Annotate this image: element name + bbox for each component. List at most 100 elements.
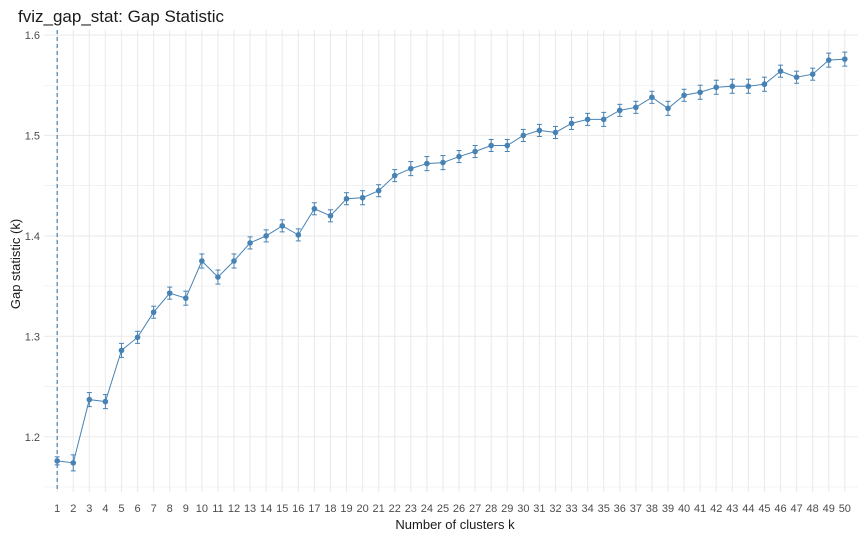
x-tick-label: 49 <box>823 503 835 515</box>
data-point <box>134 334 141 341</box>
data-point <box>809 71 816 77</box>
x-tick-label: 31 <box>533 503 545 515</box>
data-point <box>279 223 286 229</box>
series-line <box>57 58 845 464</box>
x-tick-label: 33 <box>565 503 577 515</box>
x-tick-label: 32 <box>549 503 561 515</box>
data-point <box>793 74 800 81</box>
data-point <box>311 205 318 212</box>
x-tick-label: 7 <box>151 503 157 515</box>
grid-lines <box>44 30 858 492</box>
data-point <box>456 153 462 160</box>
x-tick-label: 22 <box>389 503 401 515</box>
data-point <box>295 232 302 238</box>
data-point <box>536 127 543 134</box>
x-tick-label: 34 <box>582 503 594 515</box>
x-tick-label: 8 <box>167 503 173 515</box>
x-tick-label: 46 <box>774 503 786 515</box>
x-tick-label: 45 <box>758 503 770 515</box>
x-tick-label: 42 <box>710 503 722 515</box>
data-point <box>649 94 655 101</box>
data-point <box>745 83 752 90</box>
data-point <box>118 347 125 354</box>
x-tick-label: 9 <box>183 503 189 515</box>
data-series <box>54 51 848 472</box>
x-tick-label: 24 <box>421 503 433 515</box>
data-point <box>424 160 430 167</box>
x-tick-label: 10 <box>196 503 208 515</box>
x-tick-label: 26 <box>453 503 465 515</box>
data-point <box>199 258 205 264</box>
y-axis-title: Gap statistic (k) <box>8 219 23 309</box>
data-point <box>408 165 414 172</box>
x-tick-label: 40 <box>678 503 690 515</box>
x-tick-label: 16 <box>292 503 304 515</box>
data-point <box>263 233 269 239</box>
data-point <box>729 83 736 90</box>
x-tick-label: 14 <box>260 503 272 515</box>
data-point <box>150 309 157 316</box>
x-axis-title: Number of clusters k <box>395 517 515 532</box>
data-point <box>568 120 575 127</box>
data-point <box>375 187 382 194</box>
x-tick-label: 39 <box>662 503 674 515</box>
x-tick-label: 1 <box>54 503 60 515</box>
y-tick-label: 1.2 <box>25 432 40 444</box>
data-point <box>633 104 639 111</box>
x-tick-label: 43 <box>726 503 738 515</box>
x-tick-label: 2 <box>70 503 76 515</box>
data-point <box>552 129 559 136</box>
y-tick-label: 1.5 <box>25 130 40 142</box>
x-tick-label: 25 <box>437 503 449 515</box>
x-tick-label: 15 <box>276 503 288 515</box>
x-tick-label: 30 <box>517 503 529 515</box>
data-point <box>215 274 221 280</box>
x-tick-label: 44 <box>742 503 754 515</box>
x-tick-label: 23 <box>405 503 417 515</box>
data-point <box>681 92 687 99</box>
data-point <box>247 240 253 246</box>
y-tick-label: 1.3 <box>25 331 40 343</box>
x-tick-label: 28 <box>485 503 497 515</box>
data-point <box>777 68 784 74</box>
x-tick-label: 35 <box>598 503 610 515</box>
x-tick-label: 21 <box>373 503 385 515</box>
x-tick-label: 5 <box>118 503 124 515</box>
x-tick-label: 36 <box>614 503 626 515</box>
x-tick-label: 6 <box>134 503 140 515</box>
data-point <box>102 398 109 405</box>
data-point <box>713 84 720 91</box>
y-axis-tick-labels: 1.2 1.3 1.4 1.5 1.6 <box>25 30 40 444</box>
data-point <box>488 142 494 149</box>
data-point <box>665 105 671 112</box>
data-point <box>327 213 334 219</box>
x-tick-label: 50 <box>839 503 851 515</box>
x-tick-label: 11 <box>212 503 223 515</box>
x-tick-label: 41 <box>694 503 706 515</box>
data-point <box>697 89 703 96</box>
data-point <box>616 107 623 114</box>
x-tick-label: 12 <box>228 503 240 515</box>
x-tick-label: 19 <box>340 503 352 515</box>
data-point <box>86 396 93 403</box>
data-point <box>391 172 398 179</box>
x-tick-label: 13 <box>244 503 256 515</box>
x-tick-label: 18 <box>324 503 336 515</box>
data-point <box>520 132 527 139</box>
x-tick-label: 48 <box>807 503 819 515</box>
x-tick-label: 20 <box>356 503 368 515</box>
data-point <box>440 159 446 166</box>
y-tick-label: 1.6 <box>25 30 40 42</box>
x-tick-label: 47 <box>790 503 802 515</box>
data-point <box>842 56 848 62</box>
data-point <box>359 194 366 201</box>
x-tick-label: 27 <box>469 503 481 515</box>
data-point <box>70 460 77 466</box>
data-point <box>825 57 832 63</box>
data-point <box>54 458 60 464</box>
chart-title: fviz_gap_stat: Gap Statistic <box>18 7 224 26</box>
data-point <box>231 258 237 264</box>
x-tick-label: 3 <box>86 503 92 515</box>
data-point <box>182 295 189 301</box>
